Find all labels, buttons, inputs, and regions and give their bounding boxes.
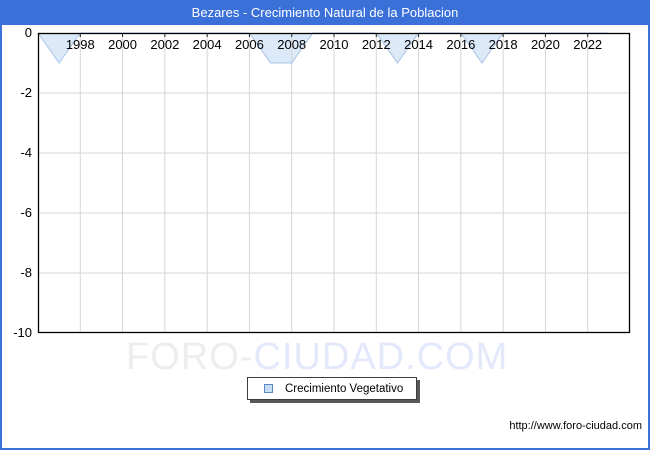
footer-url: http://www.foro-ciudad.com — [509, 420, 642, 432]
y-axis-tick-label: 0 — [24, 25, 32, 40]
x-axis-tick-label: 2012 — [361, 37, 391, 52]
y-axis-tick-label: -8 — [20, 265, 32, 280]
legend-label: Crecimiento Vegetativo — [285, 382, 404, 395]
x-axis-tick-label: 2000 — [108, 37, 138, 52]
y-axis-tick-label: -6 — [20, 205, 32, 220]
area-chart-plot — [37, 32, 631, 334]
x-axis-tick-label: 2004 — [192, 37, 222, 52]
chart-title: Bezares - Crecimiento Natural de la Pobl… — [191, 5, 459, 20]
x-axis-tick-label: 2016 — [446, 37, 476, 52]
frame-edge-left — [0, 25, 2, 450]
x-axis-tick-label: 2002 — [150, 37, 180, 52]
x-axis-tick-label: 1998 — [65, 37, 95, 52]
title-bar: Bezares - Crecimiento Natural de la Pobl… — [0, 0, 650, 25]
watermark-part2: CIUDAD.COM — [253, 336, 509, 378]
watermark: FORO-CIUDAD.COM — [126, 336, 508, 379]
frame-edge-bottom — [0, 448, 650, 450]
x-axis-tick-label: 2014 — [404, 37, 434, 52]
watermark-part1: FORO- — [126, 336, 254, 378]
y-axis-tick-label: -2 — [20, 85, 32, 100]
x-axis-tick-label: 2022 — [573, 37, 603, 52]
y-axis-tick-label: -4 — [20, 145, 32, 160]
legend: Crecimiento Vegetativo — [247, 377, 418, 400]
x-axis-tick-label: 2020 — [530, 37, 560, 52]
x-axis-tick-label: 2018 — [488, 37, 518, 52]
x-axis-tick-label: 2006 — [234, 37, 264, 52]
x-axis-tick-label: 2008 — [277, 37, 307, 52]
frame-edge-right — [648, 25, 650, 450]
plot-border — [37, 32, 631, 334]
y-axis-tick-label: -10 — [13, 325, 32, 340]
legend-swatch-icon — [264, 384, 273, 393]
x-axis-tick-label: 2010 — [319, 37, 349, 52]
